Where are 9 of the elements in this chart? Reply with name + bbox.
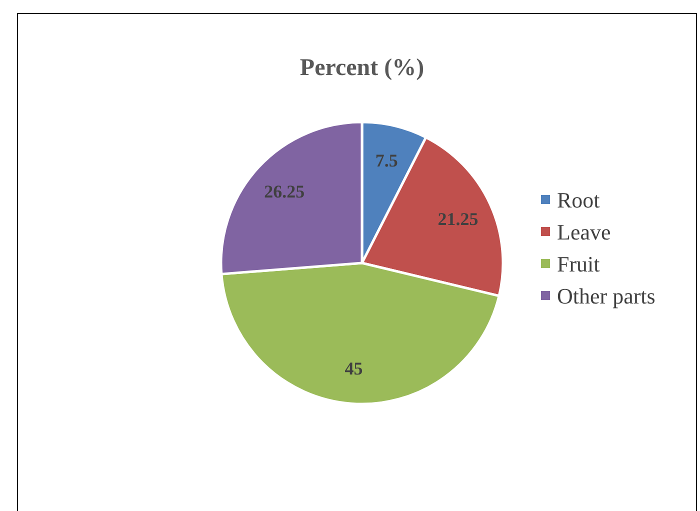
legend-label: Leave: [557, 220, 611, 245]
chart-title: Percent (%): [300, 55, 424, 81]
legend-label: Other parts: [557, 284, 656, 309]
data-label: 45: [344, 358, 363, 379]
legend-label: Fruit: [557, 252, 600, 277]
data-label: 26.25: [264, 182, 305, 202]
legend-label: Root: [557, 188, 600, 213]
data-label: 21.25: [438, 209, 478, 230]
data-label: 7.5: [375, 150, 398, 170]
